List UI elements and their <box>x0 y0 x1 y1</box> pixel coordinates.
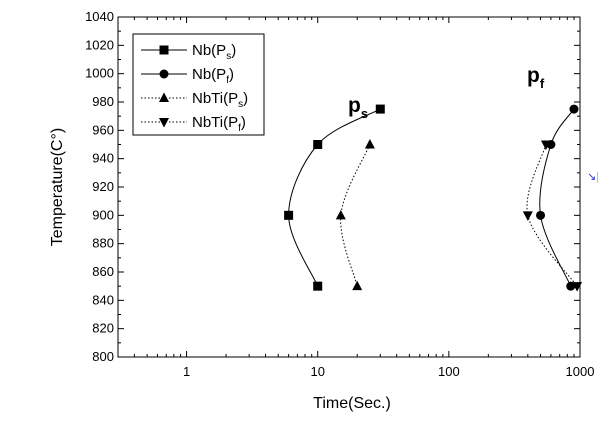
annotation-ps: ps <box>348 94 368 121</box>
legend-label-2: NbTi(Ps) <box>192 90 248 110</box>
data-point-series-0 <box>313 281 323 291</box>
series-curve-1 <box>539 108 575 287</box>
y-tick-label: 960 <box>92 122 114 137</box>
legend: Nb(Ps) Nb(Pf) NbTi(Ps) NbTi(Pf) <box>132 33 265 136</box>
legend-marker-0 <box>159 45 169 55</box>
legend-label-1: Nb(Pf) <box>192 66 234 86</box>
y-tick-label: 900 <box>92 207 114 222</box>
data-point-series-2 <box>364 139 375 149</box>
y-tick-label: 820 <box>92 321 114 336</box>
y-axis-title: Temperature(C°) <box>49 128 66 246</box>
y-tick-label: 1000 <box>85 66 114 81</box>
edge-mark: ↘|| <box>587 170 598 183</box>
legend-label-0: Nb(Ps) <box>192 42 236 62</box>
legend-label-3: NbTi(Pf) <box>192 114 246 134</box>
y-tick-label: 1020 <box>85 37 114 52</box>
data-point-series-2 <box>352 280 363 291</box>
series-curve-0 <box>288 108 381 287</box>
annotation-pf: pf <box>527 64 545 91</box>
y-tick-label: 920 <box>92 179 114 194</box>
y-tick-label: 800 <box>92 349 114 364</box>
x-tick-label: 1000 <box>566 364 595 379</box>
data-point-series-0 <box>375 104 385 114</box>
y-tick-label: 880 <box>92 236 114 251</box>
data-point-series-1 <box>536 210 546 220</box>
data-point-series-0 <box>284 210 294 220</box>
y-tick-label: 940 <box>92 151 114 166</box>
y-tick-label: 860 <box>92 264 114 279</box>
y-tick-label: 840 <box>92 292 114 307</box>
series-curve-3 <box>526 144 578 287</box>
data-point-series-1 <box>566 281 576 291</box>
legend-marker-3 <box>159 118 169 128</box>
data-point-series-3 <box>540 140 551 150</box>
x-tick-label: 10 <box>310 364 324 379</box>
legend-marker-1 <box>159 69 169 79</box>
x-tick-label: 1 <box>183 364 190 379</box>
x-axis-title: Time(Sec.) <box>313 395 391 412</box>
x-tick-label: 100 <box>438 364 460 379</box>
data-point-series-3 <box>522 211 533 221</box>
legend-marker-2 <box>159 92 169 102</box>
y-tick-label: 1040 <box>85 9 114 24</box>
data-point-series-2 <box>335 209 346 220</box>
data-point-series-0 <box>313 140 323 149</box>
series-markers <box>284 104 583 292</box>
data-point-series-1 <box>569 104 579 114</box>
series-curve-2 <box>340 144 371 287</box>
axis-ticks: 800 820 840 860 880 900 920 940 960 980 1000 1020 10… <box>85 9 594 379</box>
y-tick-label: 980 <box>92 94 114 109</box>
series-curves <box>288 108 578 287</box>
legend-box <box>132 33 265 136</box>
data-point-series-3 <box>572 282 583 292</box>
